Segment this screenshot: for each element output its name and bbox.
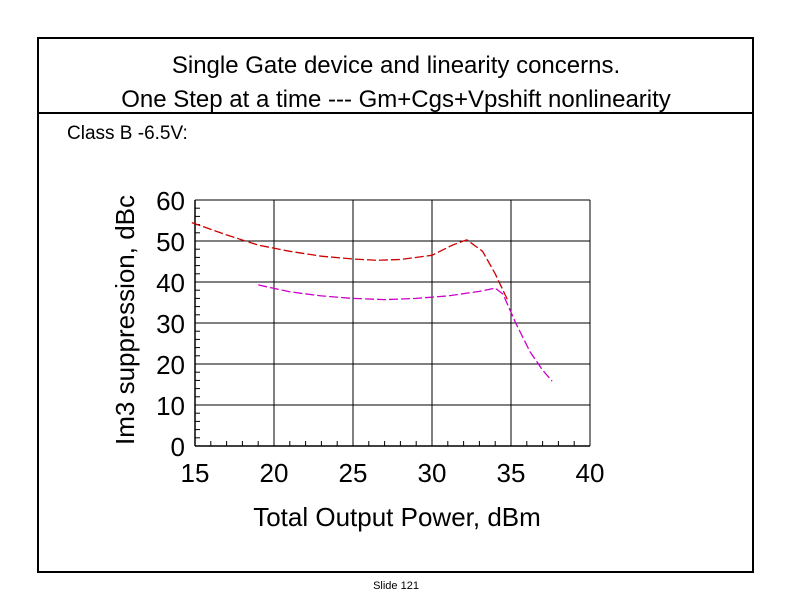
slide-title-line-1: Single Gate device and linearity concern… [171,52,621,79]
slide-frame [37,37,754,573]
y-axis-label: Im3 suppression, dBc [110,195,140,445]
slide-subtitle: Class B -6.5V: [67,123,188,144]
grid-layer [195,199,591,446]
y-tick-label: 40 [156,268,185,298]
series-layer [191,221,553,382]
x-tick-label: 40 [576,458,605,488]
y-tick-label: 10 [156,391,185,421]
axes-layer [194,200,590,447]
x-tick-label: 15 [181,458,210,488]
slide-footer: Slide 121 [373,580,419,592]
series-line-1 [191,221,509,301]
series-line-2 [258,284,553,382]
x-tick-label: 20 [260,458,289,488]
x-axis-label: Total Output Power, dBm [253,502,541,532]
y-tick-label: 0 [171,432,185,462]
title-divider [38,112,754,114]
y-tick-label: 60 [156,186,185,216]
x-tick-label: 25 [339,458,368,488]
y-tick-label: 30 [156,309,185,339]
x-tick-label: 30 [418,458,447,488]
y-tick-label: 50 [156,227,185,257]
y-tick-label: 20 [156,350,185,380]
ticks-layer: 15 20 25 30 35 40 0 10 20 30 40 50 60 [156,186,604,488]
slide-title-line-2: One Step at a time --- Gm+Cgs+Vpshift no… [121,86,671,113]
x-tick-label: 35 [497,458,526,488]
